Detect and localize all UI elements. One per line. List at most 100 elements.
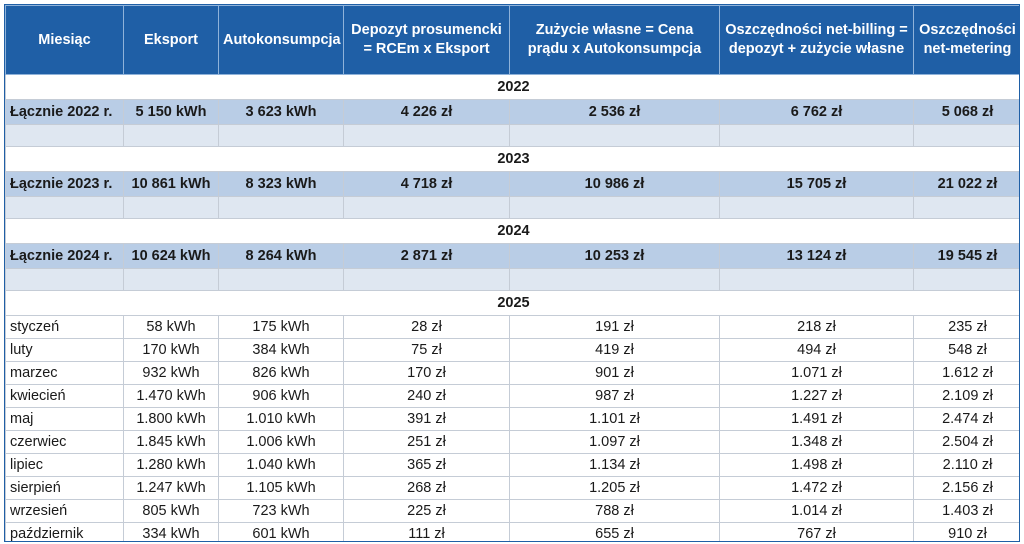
spacer-row: [5, 196, 1019, 219]
month-label: lipiec: [5, 453, 124, 477]
month-autoconsumption: 1.040 kWh: [218, 453, 344, 477]
month-net-billing: 494 zł: [719, 338, 914, 362]
month-autoconsumption: 723 kWh: [218, 499, 344, 523]
header-export: Eksport: [123, 5, 219, 75]
month-row: wrzesień 805 kWh 723 kWh 225 zł 788 zł 1…: [5, 499, 1019, 523]
total-deposit: 4 718 zł: [343, 171, 510, 197]
year-label: 2024: [5, 218, 1019, 244]
month-export: 1.800 kWh: [123, 407, 219, 431]
header-own-consumption: Zużycie własne = Cena prądu x Autokonsum…: [509, 5, 720, 75]
month-row: październik 334 kWh 601 kWh 111 zł 655 z…: [5, 522, 1019, 541]
month-row: styczeń 58 kWh 175 kWh 28 zł 191 zł 218 …: [5, 315, 1019, 339]
month-deposit: 28 zł: [343, 315, 510, 339]
month-label: sierpień: [5, 476, 124, 500]
month-net-billing: 1.227 zł: [719, 384, 914, 408]
month-net-metering: 2.110 zł: [913, 453, 1019, 477]
month-label: styczeń: [5, 315, 124, 339]
savings-table-container: Miesiąc Eksport Autokonsumpcja Depozyt p…: [4, 4, 1020, 542]
total-export: 5 150 kWh: [123, 99, 219, 125]
month-net-metering: 548 zł: [913, 338, 1019, 362]
year-label: 2022: [5, 74, 1019, 100]
header-net-billing-savings: Oszczędności net-billing = depozyt + zuż…: [719, 5, 914, 75]
total-own-consumption: 2 536 zł: [509, 99, 720, 125]
month-deposit: 268 zł: [343, 476, 510, 500]
year-label: 2025: [5, 290, 1019, 316]
month-export: 1.470 kWh: [123, 384, 219, 408]
month-autoconsumption: 1.105 kWh: [218, 476, 344, 500]
month-own-consumption: 655 zł: [509, 522, 720, 541]
month-net-metering: 2.474 zł: [913, 407, 1019, 431]
month-label: maj: [5, 407, 124, 431]
month-autoconsumption: 826 kWh: [218, 361, 344, 385]
month-deposit: 391 zł: [343, 407, 510, 431]
spacer-row: [5, 124, 1019, 147]
header-month: Miesiąc: [5, 5, 124, 75]
month-export: 334 kWh: [123, 522, 219, 541]
month-own-consumption: 1.205 zł: [509, 476, 720, 500]
month-net-billing: 767 zł: [719, 522, 914, 541]
spacer-row: [5, 268, 1019, 291]
total-export: 10 861 kWh: [123, 171, 219, 197]
month-own-consumption: 1.097 zł: [509, 430, 720, 454]
month-label: czerwiec: [5, 430, 124, 454]
month-own-consumption: 1.134 zł: [509, 453, 720, 477]
savings-table: Miesiąc Eksport Autokonsumpcja Depozyt p…: [5, 5, 1019, 541]
month-deposit: 75 zł: [343, 338, 510, 362]
month-own-consumption: 1.101 zł: [509, 407, 720, 431]
month-label: luty: [5, 338, 124, 362]
month-label: październik: [5, 522, 124, 541]
total-label: Łącznie 2022 r.: [5, 99, 124, 125]
month-net-billing: 1.071 zł: [719, 361, 914, 385]
total-autoconsumption: 8 264 kWh: [218, 243, 344, 269]
month-own-consumption: 901 zł: [509, 361, 720, 385]
header-row: Miesiąc Eksport Autokonsumpcja Depozyt p…: [5, 5, 1019, 75]
month-autoconsumption: 175 kWh: [218, 315, 344, 339]
year-row: 2024: [5, 218, 1019, 244]
month-deposit: 251 zł: [343, 430, 510, 454]
month-net-metering: 235 zł: [913, 315, 1019, 339]
month-autoconsumption: 1.006 kWh: [218, 430, 344, 454]
month-label: wrzesień: [5, 499, 124, 523]
month-deposit: 365 zł: [343, 453, 510, 477]
month-row: lipiec 1.280 kWh 1.040 kWh 365 zł 1.134 …: [5, 453, 1019, 477]
header-prosumer-deposit: Depozyt prosumencki = RCEm x Eksport: [343, 5, 510, 75]
month-net-billing: 1.348 zł: [719, 430, 914, 454]
total-own-consumption: 10 986 zł: [509, 171, 720, 197]
total-net-metering: 19 545 zł: [913, 243, 1019, 269]
month-net-metering: 910 zł: [913, 522, 1019, 541]
total-net-billing: 13 124 zł: [719, 243, 914, 269]
month-autoconsumption: 906 kWh: [218, 384, 344, 408]
month-net-billing: 1.472 zł: [719, 476, 914, 500]
total-deposit: 2 871 zł: [343, 243, 510, 269]
month-row: sierpień 1.247 kWh 1.105 kWh 268 zł 1.20…: [5, 476, 1019, 500]
month-export: 58 kWh: [123, 315, 219, 339]
month-net-billing: 1.498 zł: [719, 453, 914, 477]
month-autoconsumption: 601 kWh: [218, 522, 344, 541]
total-autoconsumption: 8 323 kWh: [218, 171, 344, 197]
month-own-consumption: 987 zł: [509, 384, 720, 408]
month-own-consumption: 419 zł: [509, 338, 720, 362]
month-label: marzec: [5, 361, 124, 385]
total-export: 10 624 kWh: [123, 243, 219, 269]
month-row: luty 170 kWh 384 kWh 75 zł 419 zł 494 zł…: [5, 338, 1019, 362]
month-deposit: 240 zł: [343, 384, 510, 408]
month-net-billing: 1.014 zł: [719, 499, 914, 523]
total-net-metering: 5 068 zł: [913, 99, 1019, 125]
month-net-metering: 2.109 zł: [913, 384, 1019, 408]
month-row: czerwiec 1.845 kWh 1.006 kWh 251 zł 1.09…: [5, 430, 1019, 454]
month-deposit: 225 zł: [343, 499, 510, 523]
total-label: Łącznie 2024 r.: [5, 243, 124, 269]
month-autoconsumption: 1.010 kWh: [218, 407, 344, 431]
month-own-consumption: 788 zł: [509, 499, 720, 523]
total-autoconsumption: 3 623 kWh: [218, 99, 344, 125]
month-net-billing: 1.491 zł: [719, 407, 914, 431]
month-net-metering: 2.504 zł: [913, 430, 1019, 454]
month-export: 1.247 kWh: [123, 476, 219, 500]
total-net-metering: 21 022 zł: [913, 171, 1019, 197]
month-export: 805 kWh: [123, 499, 219, 523]
month-export: 1.845 kWh: [123, 430, 219, 454]
total-net-billing: 15 705 zł: [719, 171, 914, 197]
month-export: 1.280 kWh: [123, 453, 219, 477]
month-net-metering: 1.403 zł: [913, 499, 1019, 523]
total-deposit: 4 226 zł: [343, 99, 510, 125]
